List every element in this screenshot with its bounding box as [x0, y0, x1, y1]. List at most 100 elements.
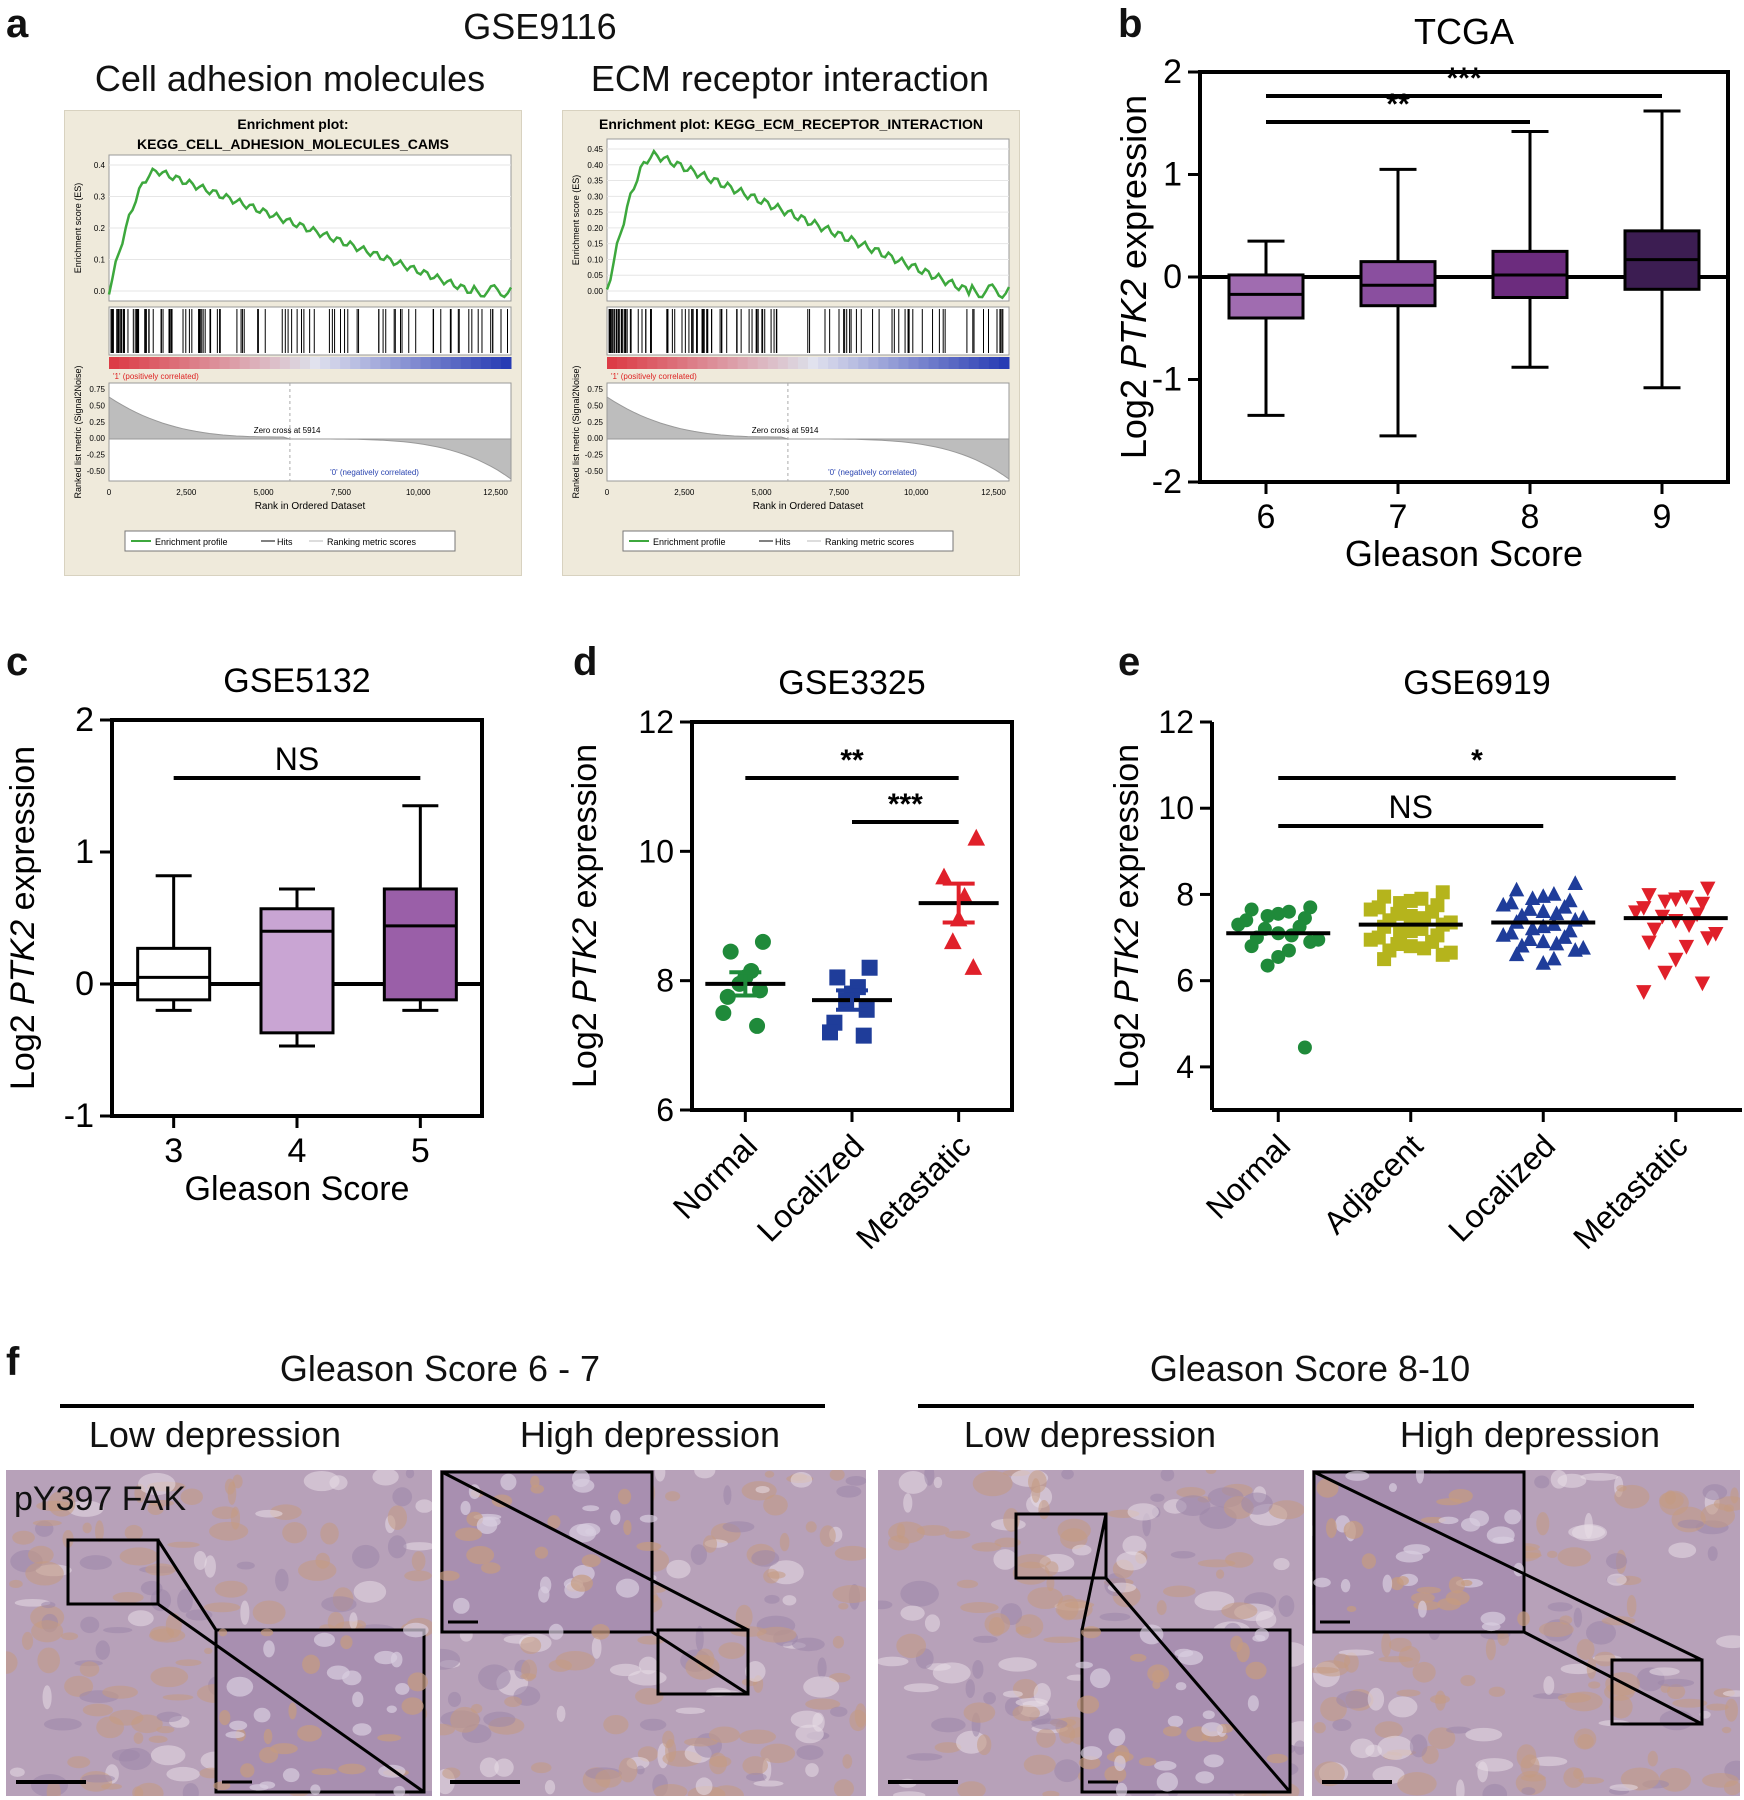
- point-Metastatic: [1636, 901, 1652, 916]
- ihc-inset-texture: [481, 1562, 501, 1574]
- point-Localized: [1495, 927, 1511, 942]
- ylabel-gene: PTK2: [566, 918, 604, 1003]
- point-Metastatic: [935, 867, 953, 885]
- ihc-tissue-texture: [1557, 1692, 1591, 1703]
- ihc-tissue-texture: [1012, 1704, 1040, 1722]
- ihc-inset-texture: [240, 1763, 255, 1778]
- ihc-inset-texture: [623, 1519, 632, 1536]
- gsea-gradient-cell: [299, 357, 311, 369]
- chart-e-gse6919-scatter: GSE6919 Log2 PTK2 expression 12 10 8 6 4 Normal…: [1110, 664, 1742, 1256]
- gsea-es-ytick: 0.15: [587, 240, 603, 249]
- ihc-tissue-texture: [1175, 1495, 1211, 1516]
- panel-f-column-2: High depression: [519, 1414, 781, 1455]
- gsea-title-line2: KEGG_CELL_ADHESION_MOLECULES_CAMS: [137, 136, 449, 152]
- gsea-gradient-cell: [330, 357, 341, 369]
- chart-e-title: GSE6919: [1403, 664, 1550, 702]
- ihc-tissue-texture: [9, 1579, 23, 1589]
- ihc-tissue-texture: [60, 1632, 79, 1641]
- gsea-legend-hits: Hits: [775, 537, 791, 547]
- chart-b-sig-label: ***: [1446, 62, 1481, 95]
- ihc-tissue-texture: [1706, 1703, 1729, 1711]
- ihc-inset-texture: [1147, 1664, 1170, 1683]
- ihc-tissue-texture: [297, 1559, 337, 1581]
- ihc-tissue-texture: [1061, 1470, 1074, 1480]
- ihc-tissue-texture: [603, 1714, 629, 1735]
- ihc-tissue-texture: [447, 1691, 462, 1707]
- chart-b-sig-label: **: [1386, 88, 1410, 121]
- ihc-tissue-texture: [812, 1712, 825, 1732]
- ihc-tissue-texture: [830, 1706, 848, 1717]
- point-Adjacent: [1417, 911, 1432, 926]
- ihc-inset-texture: [539, 1576, 552, 1594]
- ihc-tissue-texture: [1547, 1602, 1573, 1612]
- ihc-inset-texture: [1195, 1771, 1215, 1784]
- ihc-tissue-texture: [791, 1637, 825, 1652]
- gsea-es-ytick: 0.20: [587, 224, 603, 233]
- ihc-tissue-texture: [1724, 1698, 1738, 1722]
- ihc-tissue-texture: [609, 1663, 642, 1677]
- gsea-subtitle-1: Cell adhesion molecules: [94, 58, 486, 99]
- panel-f-column-4: High depression: [1399, 1414, 1661, 1455]
- ihc-tissue-texture: [124, 1524, 143, 1541]
- panel-label-b: b: [1118, 2, 1143, 46]
- chart-c-gse5132-boxplot: GSE5132 Log2 PTK2 expression 2 1 0 -1 3 4 5Gleas…: [4, 662, 484, 1208]
- ihc-inset-texture: [401, 1697, 424, 1715]
- panel-f-column-3: Low depression: [963, 1414, 1217, 1455]
- ihc-tissue-texture: [1657, 1678, 1695, 1687]
- point-Adjacent: [1363, 932, 1378, 947]
- ihc-inset-texture: [1480, 1611, 1506, 1626]
- ihc-tissue-texture: [833, 1779, 855, 1796]
- ihc-tissue-texture: [896, 1523, 906, 1540]
- ihc-tissue-texture: [1659, 1709, 1694, 1731]
- gsea-gradient-cell: [310, 357, 321, 369]
- gsea-gradient-cell: [988, 357, 1000, 369]
- gsea-gradient-cell: [239, 357, 251, 369]
- ihc-tissue-texture: [404, 1570, 432, 1582]
- gsea-xtick: 12,500: [483, 488, 508, 497]
- ihc-tissue-texture: [46, 1780, 61, 1796]
- ihc-tissue-texture: [654, 1470, 666, 1482]
- chart-b-xlabel: Gleason Score: [1345, 533, 1583, 574]
- ihc-tissue-texture: [1122, 1535, 1147, 1556]
- point-Adjacent: [1417, 941, 1432, 956]
- ihc-tissue-texture: [1372, 1766, 1405, 1785]
- ihc-tissue-texture: [709, 1752, 728, 1775]
- ihc-tissue-texture: [1036, 1728, 1056, 1748]
- chart-c-ylabel: Log2 PTK2 expression: [4, 746, 42, 1090]
- ihc-inset-texture: [1416, 1586, 1442, 1594]
- ihc-image-svg-4: [1312, 1470, 1740, 1796]
- ihc-tissue-texture: [1722, 1690, 1740, 1697]
- ylabel-suffix: expression: [1118, 95, 1154, 279]
- ihc-tissue-texture: [1429, 1694, 1450, 1704]
- ihc-tissue-texture: [1116, 1551, 1147, 1571]
- ihc-inset-texture: [1081, 1626, 1102, 1639]
- ihc-inset-texture: [466, 1545, 495, 1565]
- chart-e-sig-label: NS: [1389, 789, 1433, 825]
- gsea-gradient-cell: [370, 357, 381, 369]
- ihc-inset-texture: [403, 1622, 429, 1638]
- point-Localized: [1548, 935, 1565, 951]
- ihc-tissue-texture: [1659, 1767, 1692, 1792]
- gsea-gradient-cell: [340, 357, 351, 369]
- point-Metastatic: [964, 958, 983, 975]
- chart-b-xtick-label: 7: [1389, 498, 1408, 536]
- ihc-tissue-texture: [1293, 1740, 1304, 1755]
- gsea-gradient-cell: [767, 357, 779, 369]
- ihc-tissue-texture: [236, 1561, 255, 1570]
- ihc-tissue-texture: [240, 1600, 250, 1625]
- gsea-gradient-cell: [109, 357, 120, 369]
- ihc-tissue-texture: [95, 1640, 110, 1660]
- ihc-tissue-texture: [43, 1718, 82, 1731]
- ihc-tissue-texture: [131, 1714, 163, 1734]
- ihc-tissue-texture: [934, 1742, 962, 1753]
- gsea-gradient-cell: [938, 357, 950, 369]
- point-Normal: [1303, 900, 1318, 915]
- ihc-tissue-texture: [1594, 1651, 1616, 1667]
- ihc-tissue-texture: [64, 1675, 94, 1697]
- chart-b-frame: [1198, 70, 1730, 484]
- panel-f-column-1: Low depression: [88, 1414, 342, 1455]
- gsea-es-ytick: 0.3: [94, 193, 106, 202]
- ihc-tissue-texture: [252, 1600, 286, 1625]
- ihc-inset-texture: [1203, 1754, 1224, 1768]
- point-Adjacent: [1377, 889, 1392, 904]
